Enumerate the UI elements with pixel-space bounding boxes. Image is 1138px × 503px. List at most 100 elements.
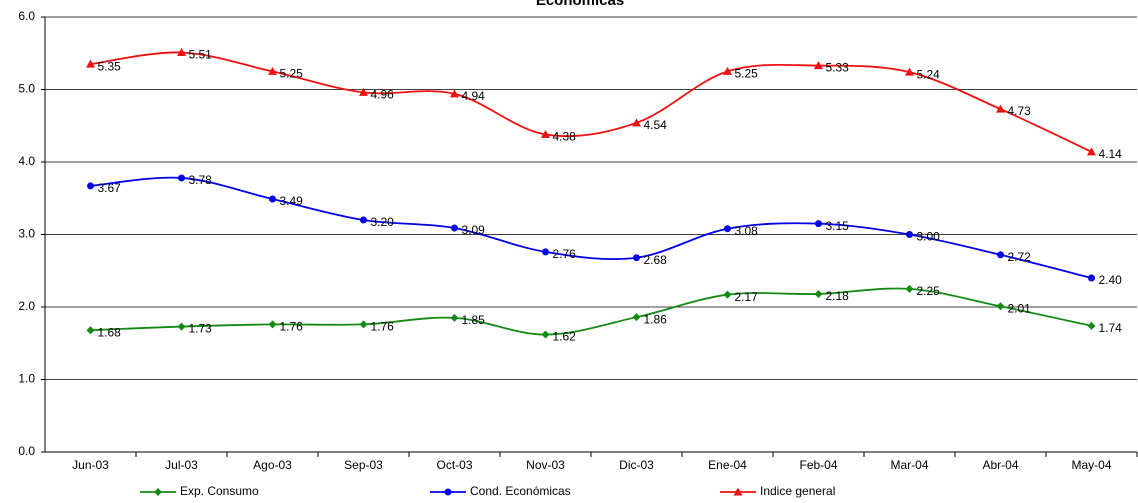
legend-label: Indice general — [760, 484, 835, 498]
data-label: 1.68 — [98, 325, 122, 339]
y-tick-label: 5.0 — [18, 82, 35, 96]
marker — [996, 104, 1005, 113]
marker — [905, 67, 914, 76]
data-label: 5.24 — [917, 67, 941, 81]
x-tick-label: Abr-04 — [982, 458, 1018, 472]
x-tick-label: Sep-03 — [344, 458, 383, 472]
data-label: 4.14 — [1099, 147, 1123, 161]
x-tick-label: Dic-03 — [619, 458, 654, 472]
x-tick-label: Ene-04 — [708, 458, 747, 472]
data-label: 2.18 — [826, 289, 850, 303]
marker — [723, 66, 732, 75]
chart-title: Económicas — [536, 0, 624, 9]
x-tick-label: Ago-03 — [253, 458, 292, 472]
marker — [154, 488, 162, 496]
data-label: 4.38 — [553, 130, 577, 144]
marker — [815, 220, 822, 228]
x-tick-label: Mar-04 — [890, 458, 928, 472]
y-tick-label: 2.0 — [18, 299, 35, 313]
data-label: 4.96 — [371, 88, 395, 102]
marker — [178, 174, 185, 182]
data-label: 1.86 — [644, 312, 668, 326]
data-label: 2.68 — [644, 253, 668, 267]
data-label: 3.00 — [917, 230, 941, 244]
data-label: 3.15 — [826, 219, 850, 233]
marker — [541, 129, 550, 138]
y-tick-label: 4.0 — [18, 154, 35, 168]
marker — [814, 61, 823, 70]
marker — [86, 59, 95, 68]
marker — [996, 302, 1005, 311]
data-label: 3.20 — [371, 215, 395, 229]
data-label: 1.62 — [553, 330, 577, 344]
marker — [450, 89, 459, 98]
data-label: 1.74 — [1099, 321, 1123, 335]
x-tick-label: Jun-03 — [72, 458, 109, 472]
data-label: 5.25 — [735, 67, 759, 81]
marker — [268, 66, 277, 75]
data-label: 1.73 — [189, 322, 213, 336]
data-label: 2.17 — [735, 290, 759, 304]
marker — [724, 225, 731, 233]
x-tick-label: Nov-03 — [526, 458, 565, 472]
data-label: 5.25 — [280, 67, 304, 81]
data-label: 2.40 — [1099, 273, 1123, 287]
marker — [906, 231, 913, 238]
data-label: 1.76 — [280, 320, 304, 334]
data-label: 3.08 — [735, 224, 759, 238]
y-tick-label: 1.0 — [18, 372, 35, 386]
marker — [542, 248, 549, 256]
marker — [360, 216, 367, 224]
data-label: 3.78 — [189, 173, 213, 187]
marker — [632, 313, 641, 322]
series-line — [90, 287, 1092, 336]
marker — [723, 290, 732, 299]
data-label: 5.35 — [98, 59, 122, 73]
data-label: 2.25 — [917, 284, 941, 298]
marker — [1087, 147, 1096, 156]
y-tick-label: 0.0 — [18, 444, 35, 458]
marker — [359, 87, 368, 96]
series-line — [90, 51, 1092, 153]
legend-label: Exp. Consumo — [180, 484, 259, 498]
legend-label: Cond. Económicas — [470, 484, 571, 498]
data-label: 4.94 — [462, 89, 486, 103]
marker — [541, 330, 550, 339]
data-label: 1.85 — [462, 313, 486, 327]
x-tick-label: May-04 — [1071, 458, 1111, 472]
marker — [177, 48, 186, 57]
marker — [450, 313, 459, 322]
data-label: 3.09 — [462, 223, 486, 237]
marker — [905, 284, 914, 293]
data-label: 4.54 — [644, 118, 668, 132]
data-label: 3.67 — [98, 181, 122, 195]
marker — [1088, 274, 1095, 282]
x-tick-label: Oct-03 — [436, 458, 472, 472]
data-label: 5.51 — [189, 48, 213, 62]
x-tick-label: Jul-03 — [165, 458, 198, 472]
marker — [177, 322, 186, 331]
data-label: 1.76 — [371, 320, 395, 334]
data-label: 3.49 — [280, 194, 304, 208]
data-label: 2.72 — [1008, 250, 1032, 264]
marker — [1087, 321, 1096, 330]
marker — [814, 289, 823, 298]
marker — [733, 487, 743, 496]
x-tick-label: Feb-04 — [799, 458, 837, 472]
marker — [269, 195, 276, 203]
marker — [632, 118, 641, 127]
series-line — [90, 176, 1092, 279]
data-label: 5.33 — [826, 61, 850, 75]
y-tick-label: 3.0 — [18, 227, 35, 241]
marker — [86, 326, 95, 335]
marker — [451, 224, 458, 232]
data-label: 4.73 — [1008, 104, 1032, 118]
marker — [444, 488, 452, 496]
y-tick-label: 6.0 — [18, 9, 35, 23]
marker — [268, 320, 277, 329]
marker — [87, 182, 94, 190]
marker — [633, 254, 640, 262]
marker — [997, 251, 1004, 259]
